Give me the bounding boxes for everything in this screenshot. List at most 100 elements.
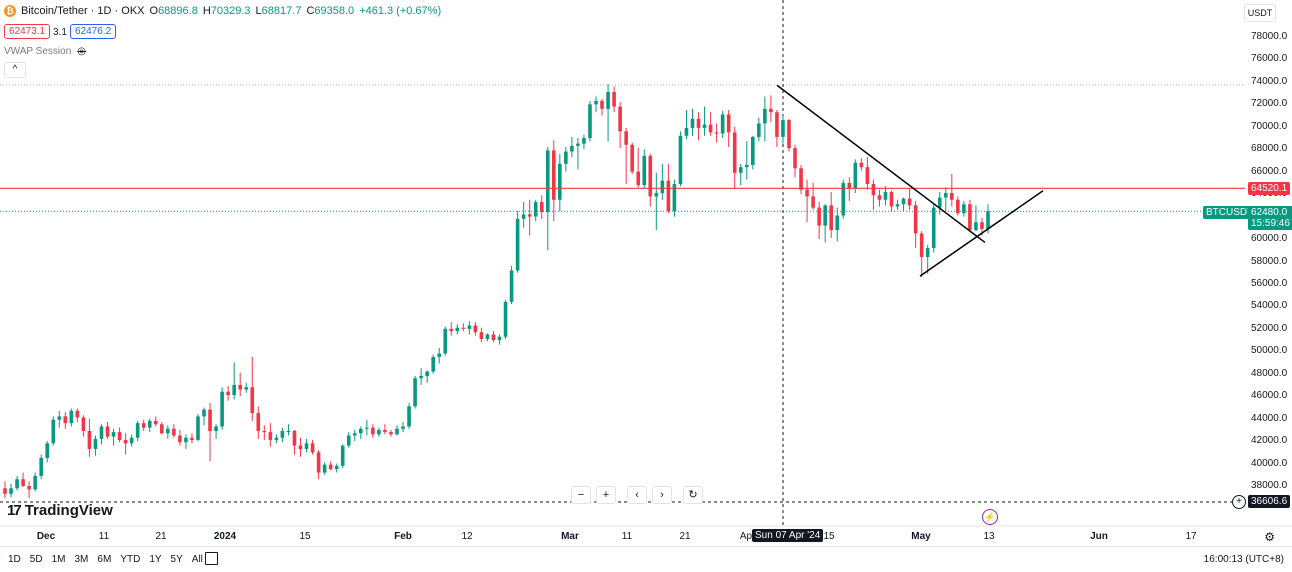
zoom-out-button[interactable]: − [571, 486, 591, 504]
candle-body [757, 123, 761, 137]
candle-body [509, 270, 514, 302]
candle-body [751, 136, 755, 165]
price-axis-label: 58000.0 [1251, 255, 1288, 267]
bottom-toolbar: 1D 5D 1M 3M 6M YTD 1Y 5Y All 16:00:13 (U… [0, 546, 1292, 572]
candle-body [467, 325, 472, 329]
candle-body [63, 416, 68, 424]
candle-body [521, 214, 526, 219]
last-price-tag: 62480.0 15:59:46 [1248, 206, 1292, 230]
candle-body [539, 202, 544, 213]
candle-body [787, 120, 791, 149]
reset-chart-button[interactable]: ↻ [683, 486, 703, 504]
candle-body [968, 204, 972, 231]
candle-body [310, 443, 315, 453]
range-ytd[interactable]: YTD [120, 554, 141, 565]
candle-body [600, 100, 604, 109]
candle-body [570, 145, 574, 152]
timezone-clock[interactable]: 16:00:13 (UTC+8) [1203, 554, 1284, 565]
candle-body [51, 419, 56, 444]
candle-body [793, 148, 797, 169]
tradingview-wordmark: TradingView [24, 502, 113, 519]
range-1y[interactable]: 1Y [149, 554, 162, 565]
calendar-icon[interactable] [205, 552, 218, 565]
candle-body [280, 430, 285, 438]
range-5d[interactable]: 5D [29, 554, 43, 565]
buy-price-button[interactable]: 62476.2 [70, 24, 117, 39]
candle-body [129, 437, 134, 444]
candle-body [69, 410, 74, 424]
zoom-in-button[interactable]: + [596, 486, 616, 504]
ascending-trendline [919, 190, 1044, 277]
time-axis-label: 11 [621, 531, 633, 542]
candle-body [485, 334, 490, 339]
scroll-right-button[interactable]: › [652, 486, 672, 504]
price-axis-label: 48000.0 [1251, 367, 1288, 379]
candle-body [702, 124, 707, 128]
candle-body [395, 428, 399, 435]
time-axis-label: May [911, 531, 931, 542]
eye-hidden-icon[interactable]: ◎ [77, 46, 86, 57]
candle-body [328, 464, 333, 470]
price-axis-label: 50000.0 [1251, 345, 1288, 357]
candle-body [835, 215, 840, 231]
time-axis-label: 11 [98, 531, 110, 542]
scroll-left-button[interactable]: ‹ [627, 486, 647, 504]
candle-body [654, 193, 659, 197]
candle-body [913, 205, 918, 234]
price-change: +461.3 (+0.67%) [359, 5, 442, 17]
candle-body [334, 465, 339, 470]
candle-body [950, 193, 954, 200]
add-alert-plus-icon[interactable]: + [1232, 495, 1246, 509]
candle-body [925, 248, 930, 258]
range-1m[interactable]: 1M [51, 554, 66, 565]
range-3m[interactable]: 3M [74, 554, 89, 565]
collapse-legend-button[interactable]: ^ [4, 62, 26, 78]
candle-body [690, 118, 695, 128]
candle-body [443, 328, 448, 354]
candle-body [943, 193, 948, 198]
candle-body [708, 124, 713, 133]
symbol-title[interactable]: Bitcoin/Tether · 1D · OKX [21, 5, 145, 17]
time-axis-label: Dec [36, 531, 56, 542]
price-axis-label: 68000.0 [1251, 143, 1288, 155]
lightning-icon[interactable]: ⚡ [982, 509, 998, 525]
range-6m[interactable]: 6M [97, 554, 112, 565]
range-5y[interactable]: 5Y [170, 554, 183, 565]
vwap-label: VWAP Session [4, 46, 72, 57]
price-axis-label: 72000.0 [1251, 98, 1288, 110]
vwap-indicator[interactable]: VWAP Session ◎ [4, 46, 86, 57]
candle-body [322, 464, 327, 473]
candlestick-chart[interactable] [0, 0, 1292, 546]
price-axis-label: 40000.0 [1251, 457, 1288, 469]
candle-body [630, 144, 634, 172]
candle-body [346, 435, 351, 446]
settings-gear-icon[interactable]: ⚙ [1264, 530, 1275, 544]
ohlc-high: H70329.3 [202, 5, 251, 17]
candle-body [491, 334, 496, 341]
bitcoin-logo-icon: ₿ [4, 5, 16, 17]
candle-body [135, 423, 140, 438]
candle-body [564, 151, 568, 164]
candle-body [648, 155, 653, 197]
tradingview-logo[interactable]: 17 TradingView [7, 502, 113, 519]
sell-price-button[interactable]: 62473.1 [4, 24, 51, 39]
candle-body [889, 191, 894, 207]
crosshair-date-label: Sun 07 Apr '24 [752, 529, 824, 542]
candle-body [123, 439, 128, 444]
price-axis-label: 46000.0 [1251, 390, 1288, 402]
candle-body [636, 171, 641, 186]
currency-selector[interactable]: USDT [1244, 4, 1276, 22]
candle-body [859, 162, 864, 168]
range-all[interactable]: All [191, 554, 203, 565]
candle-body [407, 406, 411, 427]
ohlc-low: L68817.7 [255, 5, 302, 17]
candle-body [811, 196, 815, 208]
candle-body [166, 428, 170, 434]
candle-body [365, 427, 369, 429]
candle-body [437, 353, 442, 357]
price-axis-label: 54000.0 [1251, 300, 1288, 312]
candle-body [184, 437, 188, 443]
candle-body [823, 205, 827, 226]
range-1d[interactable]: 1D [8, 554, 21, 565]
candle-body [190, 437, 194, 440]
